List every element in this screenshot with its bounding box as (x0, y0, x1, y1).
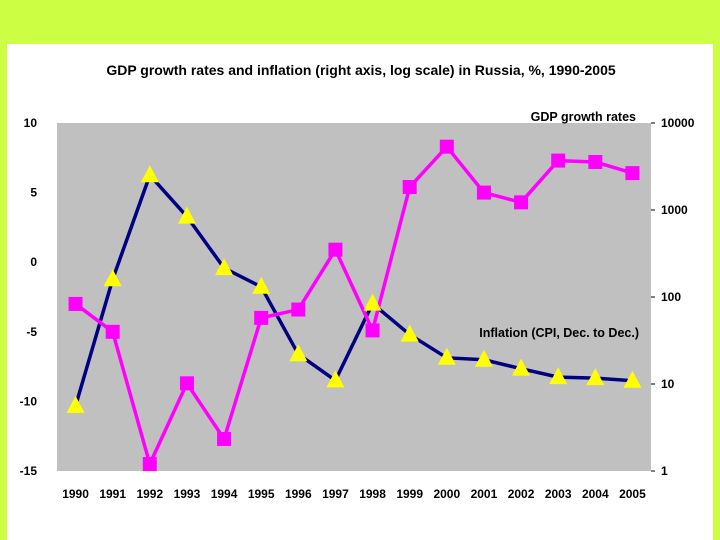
x-tick-label: 2000 (433, 487, 460, 501)
x-tick-label: 1993 (174, 487, 201, 501)
x-tick-label: 1996 (285, 487, 312, 501)
x-axis: 1990 1991 1992 1993 1994 1995 1996 1997 1998 1999… (62, 487, 646, 501)
gdp-marker (142, 457, 157, 472)
left-tick-label: -15 (20, 464, 38, 478)
x-tick-label: 2002 (508, 487, 535, 501)
inflation-marker (400, 324, 419, 342)
right-tick-label: 10000 (661, 116, 695, 130)
left-axis: 10 5 0 -5 -10 -15 (20, 116, 38, 478)
inflation-marker (103, 269, 122, 287)
right-tick-label: 1 (661, 464, 668, 478)
inflation-marker (215, 258, 234, 276)
right-axis: 10000 1000 100 10 1 (651, 116, 695, 478)
inflation-marker (252, 276, 271, 294)
inflation-marker (177, 206, 196, 224)
inflation-line (73, 173, 633, 407)
left-tick-label: 5 (30, 186, 37, 200)
inflation-marker (363, 293, 382, 311)
gdp-marker (476, 185, 491, 200)
gdp-marker (588, 154, 603, 169)
right-tick-label: 100 (661, 290, 681, 304)
gdp-marker (254, 310, 269, 325)
series-layer (66, 139, 642, 472)
left-tick-label: 0 (30, 255, 37, 269)
x-tick-label: 1998 (359, 487, 386, 501)
inflation-marker (623, 370, 642, 388)
x-tick-label: 1997 (322, 487, 349, 501)
x-tick-label: 1991 (99, 487, 126, 501)
gdp-line (74, 144, 633, 466)
inflation-marker (66, 395, 85, 413)
inflation-marker (289, 344, 308, 362)
gdp-series-label: GDP growth rates (531, 110, 636, 124)
inflation-marker (437, 347, 456, 365)
gdp-marker (365, 323, 380, 338)
left-tick-label: -5 (26, 325, 37, 339)
x-tick-label: 1994 (211, 487, 238, 501)
gdp-marker (179, 376, 194, 391)
inflation-marker (549, 367, 568, 385)
inflation-marker (586, 368, 605, 386)
gdp-marker (514, 195, 529, 210)
gdp-marker (551, 153, 566, 168)
inflation-marker (512, 358, 531, 376)
x-tick-label: 1995 (248, 487, 275, 501)
inflation-series-label: Inflation (CPI, Dec. to Dec.) (479, 326, 639, 340)
inflation-marker (474, 349, 493, 367)
gdp-marker (625, 166, 640, 181)
gdp-marker (217, 431, 232, 446)
left-tick-label: -10 (20, 394, 38, 408)
inflation-marker (326, 370, 345, 388)
gdp-marker (291, 302, 306, 317)
inflation-marker (140, 165, 159, 183)
x-tick-label: 2005 (619, 487, 646, 501)
x-tick-label: 1999 (396, 487, 423, 501)
slide: GDP growth rates and inflation (right ax… (7, 44, 713, 540)
x-tick-label: 2003 (545, 487, 572, 501)
x-tick-label: 1992 (136, 487, 163, 501)
gdp-marker (105, 324, 120, 339)
gdp-marker (68, 296, 83, 311)
chart-title: GDP growth rates and inflation (right ax… (106, 62, 616, 78)
x-tick-label: 2004 (582, 487, 609, 501)
left-tick-label: 10 (24, 116, 38, 130)
right-tick-label: 10 (661, 377, 675, 391)
gdp-marker (328, 242, 343, 257)
x-tick-label: 2001 (471, 487, 498, 501)
x-tick-label: 1990 (62, 487, 89, 501)
gdp-marker (439, 139, 454, 154)
gdp-marker (402, 180, 417, 195)
chart: GDP growth rates and inflation (right ax… (20, 62, 695, 501)
right-tick-label: 1000 (661, 203, 688, 217)
